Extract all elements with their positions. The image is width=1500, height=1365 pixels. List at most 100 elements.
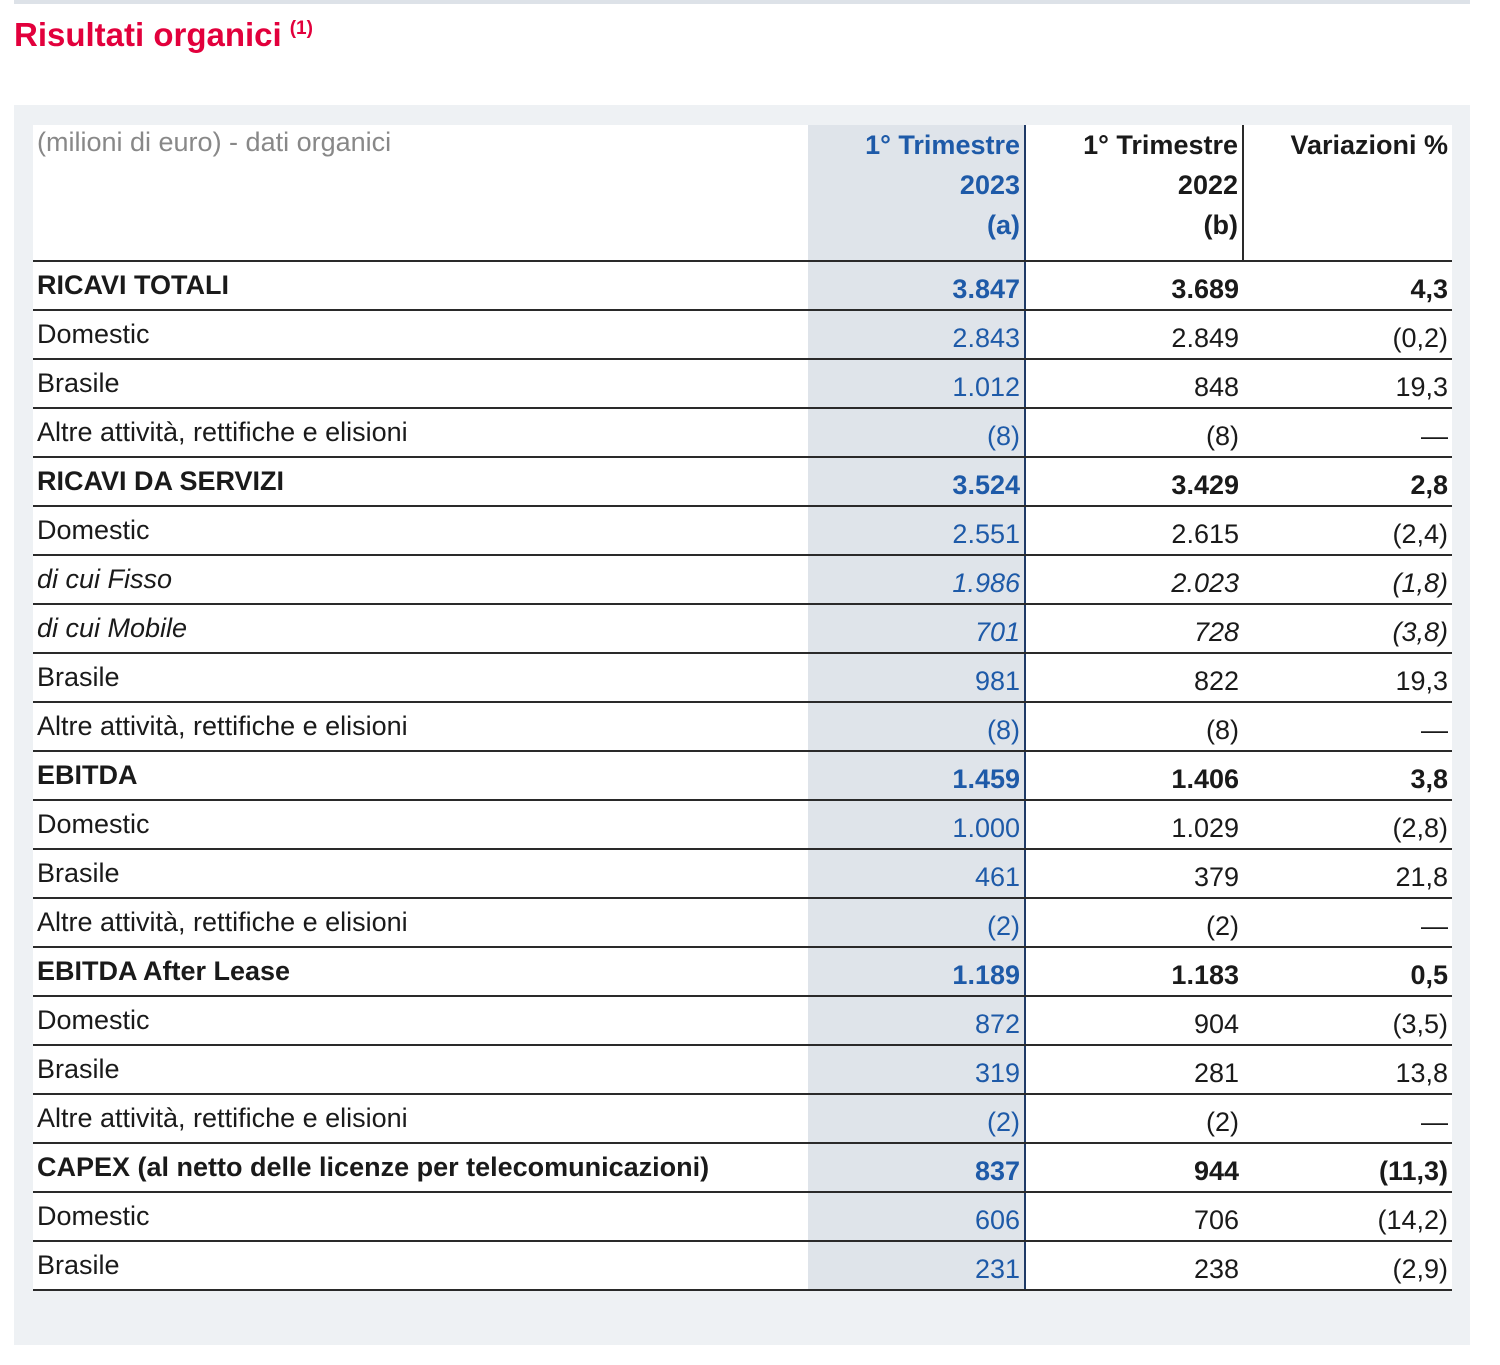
cell-value: 981 [808,653,1026,703]
column-header: Variazioni % [1243,125,1452,262]
cell-value: 1.012 [808,359,1026,409]
row-label: CAPEX (al netto delle licenze per teleco… [33,1143,808,1193]
column-header: 1° Trimestre 2023 (a) [808,125,1026,262]
cell-value: (2) [1025,898,1243,948]
row-label: Brasile [33,1045,808,1095]
cell-value: — [1243,408,1452,458]
row-label: Domestic [33,310,808,360]
cell-value: 0,5 [1243,947,1452,997]
cell-value: 1.189 [808,947,1026,997]
cell-value: 3.689 [1025,261,1243,311]
column-header-line: Variazioni % [1290,130,1448,160]
results-table: (milioni di euro) - dati organici 1° Trim… [33,125,1452,1291]
cell-value: 13,8 [1243,1045,1452,1095]
cell-value: 2.843 [808,310,1026,360]
row-label: di cui Mobile [33,604,808,654]
cell-value: (8) [808,702,1026,752]
cell-value: 3.524 [808,457,1026,507]
row-label: Altre attività, rettifiche e elisioni [33,408,808,458]
cell-value: 1.459 [808,751,1026,801]
cell-value: (1,8) [1243,555,1452,605]
row-label: Altre attività, rettifiche e elisioni [33,702,808,752]
header-row: (milioni di euro) - dati organici 1° Trim… [33,125,1452,262]
table-frame: (milioni di euro) - dati organici 1° Trim… [14,105,1470,1345]
row-label: Brasile [33,849,808,899]
title: Risultati organici (1) [14,16,313,54]
row-label: Brasile [33,1241,808,1291]
column-header-line: 1° Trimestre [865,130,1020,160]
cell-value: (2) [1025,1094,1243,1144]
row-label: Brasile [33,653,808,703]
table-row: di cui Fisso 1.986 2.023 (1,8) [33,555,1452,605]
cell-value: 3,8 [1243,751,1452,801]
cell-value: (2,8) [1243,800,1452,850]
table-row: di cui Mobile 701 728 (3,8) [33,604,1452,654]
cell-value: (0,2) [1243,310,1452,360]
row-label: Brasile [33,359,808,409]
column-header-line: 1° Trimestre [1083,130,1238,160]
column-header-line: (a) [987,210,1020,240]
cell-value: 706 [1025,1192,1243,1242]
cell-value: — [1243,1094,1452,1144]
table-body: (milioni di euro) - dati organici 1° Trim… [33,125,1452,1291]
cell-value: 606 [808,1192,1026,1242]
cell-value: 19,3 [1243,359,1452,409]
cell-value: 1.183 [1025,947,1243,997]
table-row: Domestic 1.000 1.029 (2,8) [33,800,1452,850]
cell-value: 728 [1025,604,1243,654]
column-header: 1° Trimestre 2022 (b) [1025,125,1244,262]
row-label: Domestic [33,1192,808,1242]
cell-value: (11,3) [1243,1143,1452,1193]
table-row: Brasile 981 822 19,3 [33,653,1452,703]
cell-value: 1.000 [808,800,1026,850]
row-label: RICAVI TOTALI [33,261,808,311]
table-row: CAPEX (al netto delle licenze per teleco… [33,1143,1452,1193]
row-label: Altre attività, rettifiche e elisioni [33,1094,808,1144]
cell-value: 3.847 [808,261,1026,311]
table-row: EBITDA 1.459 1.406 3,8 [33,751,1452,801]
table-row: Altre attività, rettifiche e elisioni (2)… [33,1094,1452,1144]
cell-value: (8) [1025,702,1243,752]
cell-value: (8) [808,408,1026,458]
cell-value: 231 [808,1241,1026,1291]
cell-value: 822 [1025,653,1243,703]
cell-value: (2) [808,898,1026,948]
cell-value: (14,2) [1243,1192,1452,1242]
cell-value: 2.023 [1025,555,1243,605]
cell-value: (3,8) [1243,604,1452,654]
cell-value: — [1243,702,1452,752]
cell-value: (2,4) [1243,506,1452,556]
title-text: Risultati organici [14,16,282,53]
cell-value: 944 [1025,1143,1243,1193]
row-label: Altre attività, rettifiche e elisioni [33,898,808,948]
table-row: RICAVI DA SERVIZI 3.524 3.429 2,8 [33,457,1452,507]
cell-value: 701 [808,604,1026,654]
cell-value: 837 [808,1143,1026,1193]
cell-value: 19,3 [1243,653,1452,703]
table-row: Domestic 2.843 2.849 (0,2) [33,310,1452,360]
cell-value: 4,3 [1243,261,1452,311]
cell-value: 1.986 [808,555,1026,605]
note-ref: (1) [289,18,313,39]
row-label: Domestic [33,996,808,1046]
cell-value: (8) [1025,408,1243,458]
cell-value: 379 [1025,849,1243,899]
cell-value: 21,8 [1243,849,1452,899]
table-row: Altre attività, rettifiche e elisioni (8)… [33,408,1452,458]
cell-value: 461 [808,849,1026,899]
column-header-line: 2022 [1177,170,1238,200]
table-row: RICAVI TOTALI 3.847 3.689 4,3 [33,261,1452,311]
cell-value: 2.551 [808,506,1026,556]
cell-value: (2) [808,1094,1026,1144]
cell-value: 2,8 [1243,457,1452,507]
cell-value: 319 [808,1045,1026,1095]
cell-value: 872 [808,996,1026,1046]
cell-value: (2,9) [1243,1241,1452,1291]
cell-value: 1.406 [1025,751,1243,801]
cell-value: 1.029 [1025,800,1243,850]
cell-value: 3.429 [1025,457,1243,507]
table-row: Altre attività, rettifiche e elisioni (8)… [33,702,1452,752]
row-label: RICAVI DA SERVIZI [33,457,808,507]
table-row: Domestic 872 904 (3,5) [33,996,1452,1046]
